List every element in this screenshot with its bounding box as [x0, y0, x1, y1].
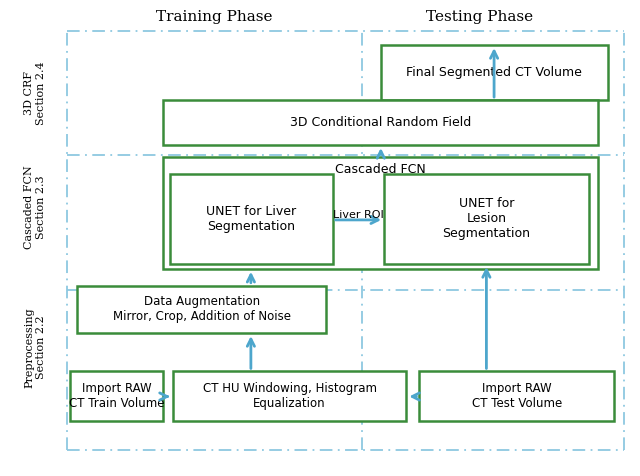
FancyBboxPatch shape	[163, 157, 598, 269]
Text: Cascaded FCN
Section 2.3: Cascaded FCN Section 2.3	[24, 165, 46, 249]
Text: Liver ROI: Liver ROI	[333, 210, 384, 220]
FancyBboxPatch shape	[384, 174, 589, 264]
FancyBboxPatch shape	[77, 286, 326, 333]
Text: Training Phase: Training Phase	[156, 10, 273, 24]
Text: CT HU Windowing, Histogram
Equalization: CT HU Windowing, Histogram Equalization	[203, 382, 376, 410]
FancyBboxPatch shape	[163, 100, 598, 145]
Text: Preprocessing
Section 2.2: Preprocessing Section 2.2	[24, 307, 46, 388]
Text: Data Augmentation
Mirror, Crop, Addition of Noise: Data Augmentation Mirror, Crop, Addition…	[113, 296, 291, 323]
Text: Testing Phase: Testing Phase	[426, 10, 534, 24]
FancyBboxPatch shape	[419, 371, 614, 421]
Text: Import RAW
CT Test Volume: Import RAW CT Test Volume	[472, 382, 562, 410]
FancyBboxPatch shape	[381, 45, 608, 100]
Text: 3D CRF
Section 2.4: 3D CRF Section 2.4	[24, 61, 46, 125]
Text: UNET for
Lesion
Segmentation: UNET for Lesion Segmentation	[442, 198, 531, 240]
Text: UNET for Liver
Segmentation: UNET for Liver Segmentation	[206, 205, 296, 233]
Text: Cascaded FCN: Cascaded FCN	[335, 163, 426, 176]
Text: 3D Conditional Random Field: 3D Conditional Random Field	[290, 116, 472, 129]
FancyBboxPatch shape	[173, 371, 406, 421]
Text: Import RAW
CT Train Volume: Import RAW CT Train Volume	[69, 382, 164, 410]
FancyBboxPatch shape	[70, 371, 163, 421]
FancyBboxPatch shape	[170, 174, 333, 264]
Text: Final Segmented CT Volume: Final Segmented CT Volume	[406, 66, 582, 79]
